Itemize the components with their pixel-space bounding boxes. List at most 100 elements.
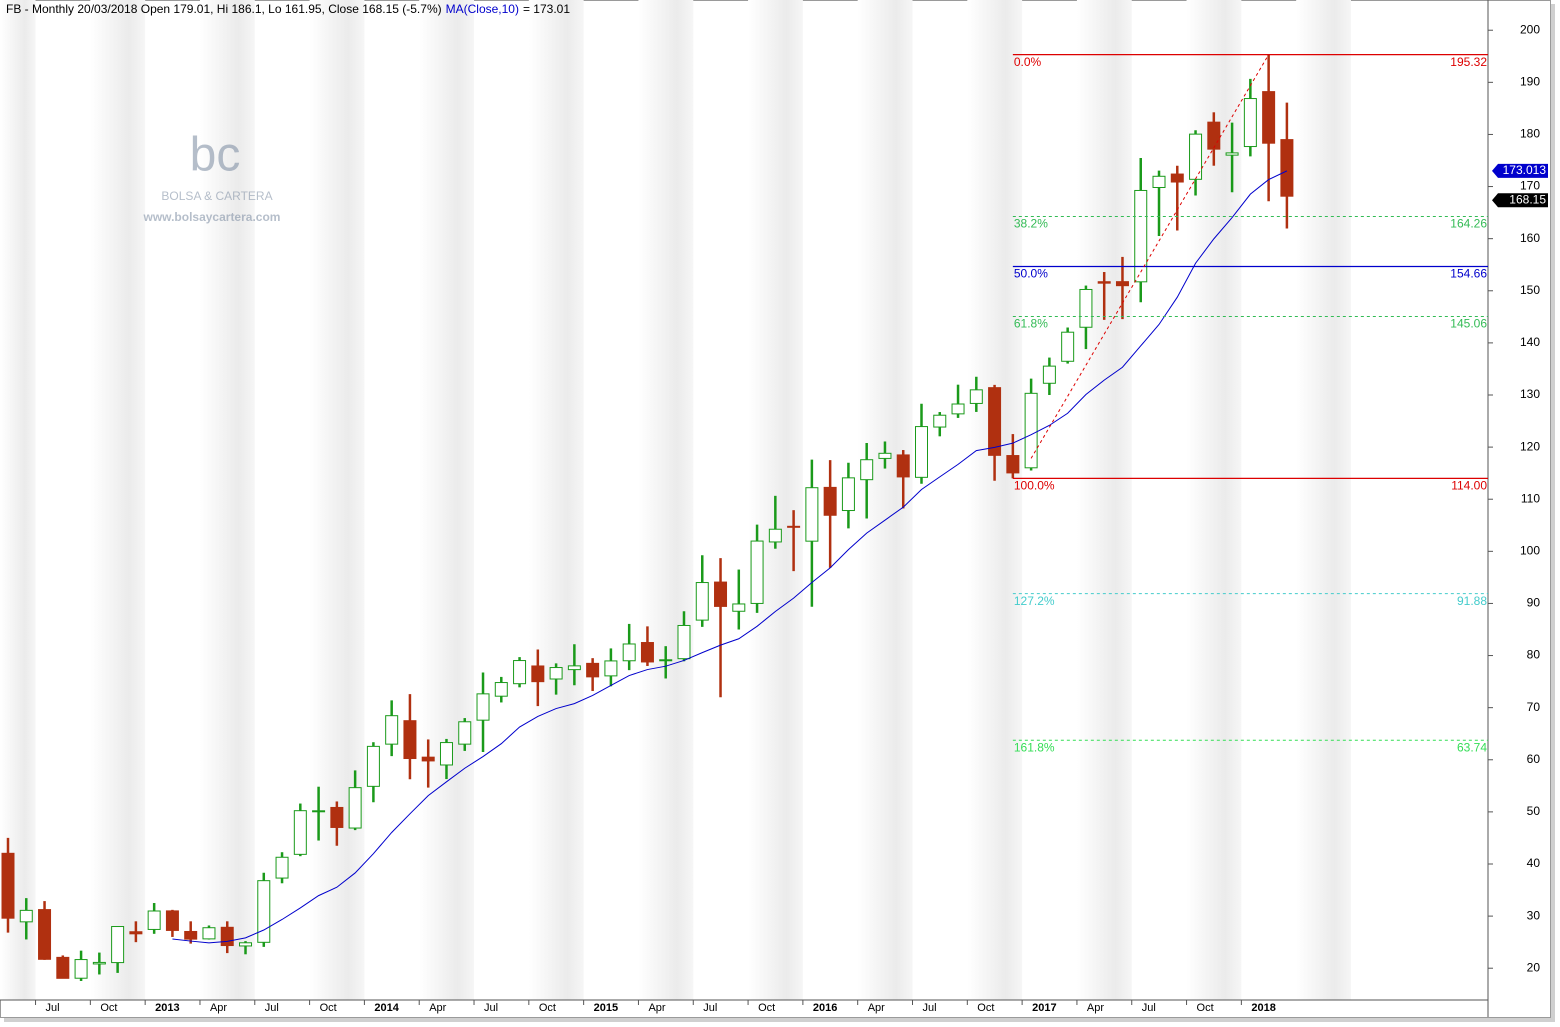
price-tag <box>1492 193 1548 208</box>
x-tick-label: 2013 <box>155 1002 179 1014</box>
y-tick-label: 50 <box>1527 804 1541 818</box>
x-tick-label: 2017 <box>1032 1002 1056 1014</box>
candle-body <box>403 720 417 760</box>
candle-body <box>56 956 70 979</box>
candle-body <box>640 642 654 663</box>
candle-body <box>239 942 253 947</box>
candle-body <box>787 525 801 528</box>
y-tick-label: 20 <box>1527 960 1541 974</box>
candle-body <box>1006 455 1020 474</box>
candle-body <box>732 603 746 612</box>
y-tick-label: 100 <box>1520 544 1540 558</box>
x-tick-label: Jul <box>484 1002 498 1014</box>
candle-body <box>1042 365 1056 384</box>
frame-shadow <box>4 1018 1554 1022</box>
y-tick-label: 30 <box>1527 908 1541 922</box>
background-band <box>1296 0 1351 1000</box>
candle-body <box>805 487 819 542</box>
candle-body <box>659 659 673 662</box>
candle-body <box>567 665 581 671</box>
candle-body <box>1 852 15 919</box>
x-tick-label: Jul <box>923 1002 937 1014</box>
background-band <box>309 0 365 1000</box>
candle-body <box>385 715 399 745</box>
logo: bc <box>190 129 241 182</box>
ma-name: MA(Close,10) <box>446 2 519 16</box>
price-tag <box>1492 163 1548 178</box>
x-tick-label: Jul <box>265 1002 279 1014</box>
background-band <box>528 0 584 1000</box>
candle-body <box>714 581 728 607</box>
y-tick-label: 190 <box>1520 75 1540 89</box>
y-tick-label: 70 <box>1527 700 1541 714</box>
candle-body <box>1262 91 1276 144</box>
y-tick-label: 120 <box>1520 439 1540 453</box>
candle-body <box>695 582 709 621</box>
candle-body <box>38 909 52 960</box>
candle-body <box>513 660 527 685</box>
fib-value-label: 154.66 <box>1450 267 1487 281</box>
fib-label: 38.2% <box>1014 217 1048 231</box>
candle-body <box>293 810 307 855</box>
candle-body <box>604 660 618 677</box>
fib-label: 161.8% <box>1014 740 1055 754</box>
y-tick-label: 80 <box>1527 648 1541 662</box>
candle-body <box>257 880 271 943</box>
candle-body <box>1170 173 1184 183</box>
candle-body <box>896 454 910 478</box>
x-tick-label: Oct <box>539 1002 556 1014</box>
candle-body <box>330 806 344 828</box>
y-tick-label: 140 <box>1520 335 1540 349</box>
background-band <box>0 0 36 1000</box>
candle-body <box>165 910 179 931</box>
x-tick-label: 2015 <box>594 1002 618 1014</box>
y-tick-label: 180 <box>1520 127 1540 141</box>
candle-body <box>439 742 453 766</box>
y-tick-label: 170 <box>1520 179 1540 193</box>
candle-body <box>988 387 1002 456</box>
candle-body <box>366 745 380 787</box>
fib-label: 127.2% <box>1014 594 1055 608</box>
candle-body <box>19 909 33 923</box>
candle-body <box>74 959 88 979</box>
candle-body <box>1079 288 1093 328</box>
candle-body <box>1061 331 1075 362</box>
candle-body <box>1280 139 1294 197</box>
background-band <box>199 0 255 1000</box>
fib-value-label: 145.06 <box>1450 317 1487 331</box>
x-tick-label: Apr <box>429 1002 446 1014</box>
x-tick-label: Apr <box>1087 1002 1104 1014</box>
watermark: bc BOLSA & CARTERA www.bolsaycartera.com <box>143 129 281 225</box>
fib-value-label: 63.74 <box>1457 740 1487 754</box>
candle-body <box>915 426 928 478</box>
background-band <box>967 0 1023 1000</box>
candle-body <box>348 787 362 829</box>
background-band <box>1076 0 1132 1000</box>
background-band <box>90 0 146 1000</box>
candle-body <box>933 414 947 428</box>
candle-body <box>111 926 125 964</box>
fib-label: 100.0% <box>1014 479 1055 493</box>
ma-line <box>172 170 1288 944</box>
x-tick-label: Apr <box>210 1002 227 1014</box>
candle-body <box>92 961 106 965</box>
url: www.bolsaycartera.com <box>143 210 281 224</box>
trend-line <box>1030 54 1270 459</box>
x-tick-label: 2018 <box>1251 1002 1275 1014</box>
candle-body <box>951 403 965 415</box>
candle-body <box>677 624 691 660</box>
frame-shadow <box>1551 4 1555 1022</box>
fib-label: 0.0% <box>1014 55 1042 69</box>
candle-body <box>1225 152 1239 156</box>
x-tick-label: Oct <box>320 1002 337 1014</box>
x-tick-label: Oct <box>100 1002 117 1014</box>
candle-body <box>969 389 983 404</box>
y-tick-label: 200 <box>1520 22 1540 36</box>
candle-body <box>1097 281 1111 284</box>
ma-text: = 173.01 <box>523 2 570 16</box>
x-tick-label: Apr <box>648 1002 665 1014</box>
fib-value-label: 114.00 <box>1451 479 1487 493</box>
candle-body <box>549 667 563 680</box>
